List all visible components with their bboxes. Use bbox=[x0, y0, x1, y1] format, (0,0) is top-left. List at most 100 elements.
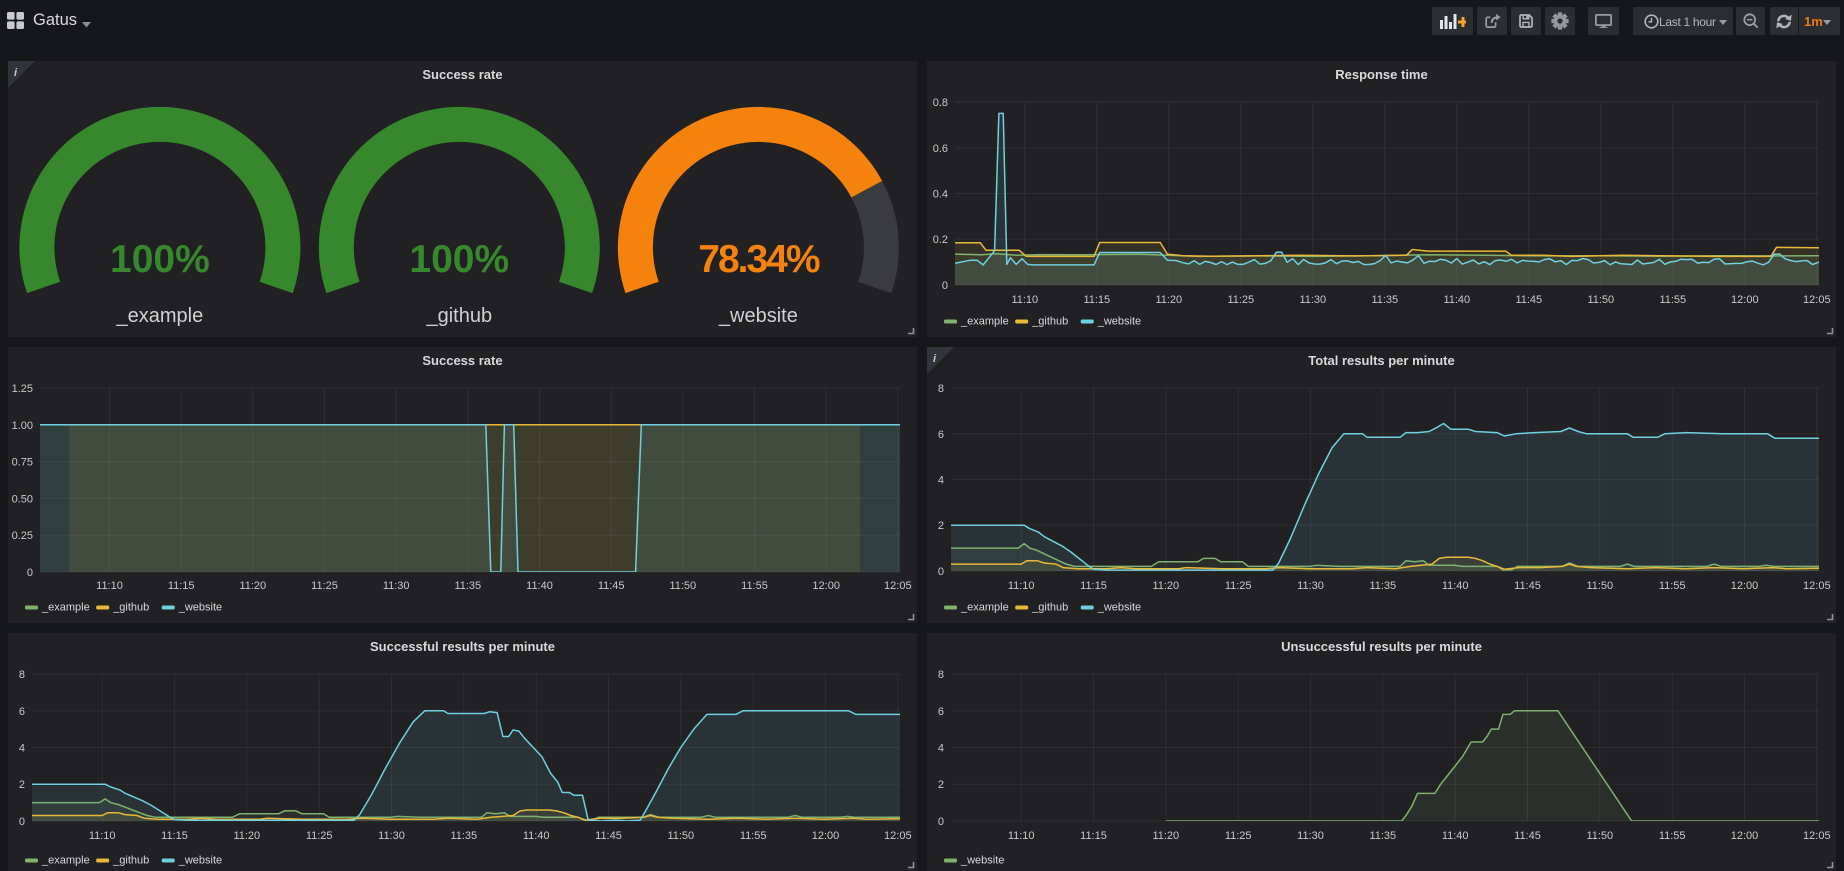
svg-text:Total results per minute: Total results per minute bbox=[1308, 353, 1454, 368]
svg-text:11:15: 11:15 bbox=[168, 580, 195, 592]
svg-text:11:40: 11:40 bbox=[1443, 294, 1470, 306]
svg-text:11:50: 11:50 bbox=[1587, 294, 1614, 306]
svg-text:12:00: 12:00 bbox=[1731, 580, 1759, 592]
svg-text:_example: _example bbox=[960, 316, 1009, 328]
svg-text:11:45: 11:45 bbox=[1514, 580, 1541, 592]
svg-text:11:25: 11:25 bbox=[1227, 294, 1254, 306]
svg-text:6: 6 bbox=[19, 706, 25, 718]
svg-text:4: 4 bbox=[938, 475, 944, 487]
svg-text:12:05: 12:05 bbox=[884, 580, 912, 592]
svg-text:_github: _github bbox=[1031, 602, 1068, 614]
svg-text:2: 2 bbox=[19, 779, 25, 791]
svg-text:11:50: 11:50 bbox=[1586, 830, 1613, 842]
svg-text:11:50: 11:50 bbox=[1586, 580, 1613, 592]
svg-text:Success rate: Success rate bbox=[422, 67, 502, 82]
svg-text:12:05: 12:05 bbox=[1803, 830, 1831, 842]
svg-text:11:40: 11:40 bbox=[523, 830, 550, 842]
svg-text:11:35: 11:35 bbox=[1369, 830, 1396, 842]
svg-text:11:30: 11:30 bbox=[1297, 830, 1324, 842]
svg-text:Successful results per minute: Successful results per minute bbox=[370, 639, 555, 654]
svg-text:_website: _website bbox=[960, 855, 1004, 867]
svg-text:6: 6 bbox=[938, 429, 944, 441]
svg-text:11:20: 11:20 bbox=[1152, 580, 1179, 592]
svg-text:_website: _website bbox=[718, 305, 798, 327]
svg-text:11:30: 11:30 bbox=[383, 580, 410, 592]
svg-text:11:45: 11:45 bbox=[1514, 830, 1541, 842]
svg-text:11:20: 11:20 bbox=[233, 830, 260, 842]
svg-text:11:15: 11:15 bbox=[1080, 580, 1107, 592]
svg-text:11:20: 11:20 bbox=[1155, 294, 1182, 306]
svg-text:11:25: 11:25 bbox=[1225, 580, 1252, 592]
svg-text:2: 2 bbox=[938, 779, 944, 791]
svg-text:11:35: 11:35 bbox=[454, 580, 481, 592]
svg-text:11:40: 11:40 bbox=[1442, 580, 1469, 592]
svg-text:100%: 100% bbox=[409, 238, 509, 281]
svg-text:12:00: 12:00 bbox=[1731, 294, 1759, 306]
svg-text:12:05: 12:05 bbox=[884, 830, 912, 842]
svg-text:8: 8 bbox=[938, 669, 944, 681]
svg-text:11:50: 11:50 bbox=[667, 830, 694, 842]
svg-text:11:25: 11:25 bbox=[311, 580, 338, 592]
svg-text:11:10: 11:10 bbox=[1011, 294, 1038, 306]
svg-text:0.25: 0.25 bbox=[12, 530, 33, 542]
svg-text:0.6: 0.6 bbox=[933, 143, 948, 155]
svg-text:0: 0 bbox=[938, 816, 944, 828]
svg-text:0.4: 0.4 bbox=[933, 189, 948, 201]
svg-text:12:05: 12:05 bbox=[1803, 294, 1831, 306]
svg-text:12:00: 12:00 bbox=[1731, 830, 1759, 842]
svg-text:0.2: 0.2 bbox=[933, 234, 948, 246]
svg-text:0.50: 0.50 bbox=[12, 493, 33, 505]
svg-text:11:55: 11:55 bbox=[1659, 580, 1686, 592]
svg-text:12:00: 12:00 bbox=[812, 580, 840, 592]
svg-text:11:25: 11:25 bbox=[306, 830, 333, 842]
svg-text:_example: _example bbox=[960, 602, 1009, 614]
svg-text:_website: _website bbox=[178, 602, 222, 614]
svg-text:2: 2 bbox=[938, 520, 944, 532]
svg-text:11:10: 11:10 bbox=[89, 830, 116, 842]
svg-text:12:05: 12:05 bbox=[1803, 580, 1831, 592]
svg-text:0.8: 0.8 bbox=[933, 97, 948, 109]
svg-text:_website: _website bbox=[178, 855, 222, 867]
svg-text:_github: _github bbox=[112, 602, 149, 614]
svg-text:11:15: 11:15 bbox=[1083, 294, 1110, 306]
svg-text:11:50: 11:50 bbox=[669, 580, 696, 592]
svg-text:11:55: 11:55 bbox=[1659, 830, 1686, 842]
svg-text:11:45: 11:45 bbox=[598, 580, 625, 592]
svg-text:_example: _example bbox=[116, 305, 204, 327]
svg-text:11:35: 11:35 bbox=[1371, 294, 1398, 306]
svg-text:100%: 100% bbox=[110, 238, 210, 281]
svg-text:i: i bbox=[14, 67, 18, 79]
svg-text:0: 0 bbox=[27, 567, 33, 579]
svg-text:11:35: 11:35 bbox=[450, 830, 477, 842]
svg-text:11:10: 11:10 bbox=[96, 580, 123, 592]
svg-text:11:45: 11:45 bbox=[1515, 294, 1542, 306]
svg-text:1.25: 1.25 bbox=[12, 383, 33, 395]
svg-text:11:45: 11:45 bbox=[595, 830, 622, 842]
svg-text:4: 4 bbox=[19, 743, 25, 755]
svg-text:_github: _github bbox=[112, 855, 149, 867]
svg-text:11:55: 11:55 bbox=[1659, 294, 1686, 306]
svg-text:11:20: 11:20 bbox=[1152, 830, 1179, 842]
svg-text:0.75: 0.75 bbox=[12, 457, 33, 469]
svg-text:_website: _website bbox=[1097, 602, 1141, 614]
svg-text:11:30: 11:30 bbox=[378, 830, 405, 842]
svg-text:_github: _github bbox=[425, 305, 492, 327]
svg-text:Success rate: Success rate bbox=[422, 353, 502, 368]
svg-text:11:40: 11:40 bbox=[1442, 830, 1469, 842]
svg-text:i: i bbox=[933, 353, 937, 365]
svg-text:0: 0 bbox=[938, 566, 944, 578]
svg-text:0: 0 bbox=[19, 816, 25, 828]
svg-text:_example: _example bbox=[41, 855, 90, 867]
svg-text:11:30: 11:30 bbox=[1299, 294, 1326, 306]
svg-text:Unsuccessful results per minut: Unsuccessful results per minute bbox=[1281, 639, 1482, 654]
svg-text:Response time: Response time bbox=[1335, 67, 1427, 82]
svg-text:11:40: 11:40 bbox=[526, 580, 553, 592]
svg-text:_github: _github bbox=[1031, 316, 1068, 328]
svg-text:1.00: 1.00 bbox=[12, 420, 33, 432]
svg-text:78.34%: 78.34% bbox=[698, 238, 820, 281]
svg-text:11:25: 11:25 bbox=[1225, 830, 1252, 842]
svg-text:4: 4 bbox=[938, 743, 944, 755]
svg-text:_website: _website bbox=[1097, 316, 1141, 328]
svg-text:11:30: 11:30 bbox=[1297, 580, 1324, 592]
svg-text:12:00: 12:00 bbox=[812, 830, 840, 842]
